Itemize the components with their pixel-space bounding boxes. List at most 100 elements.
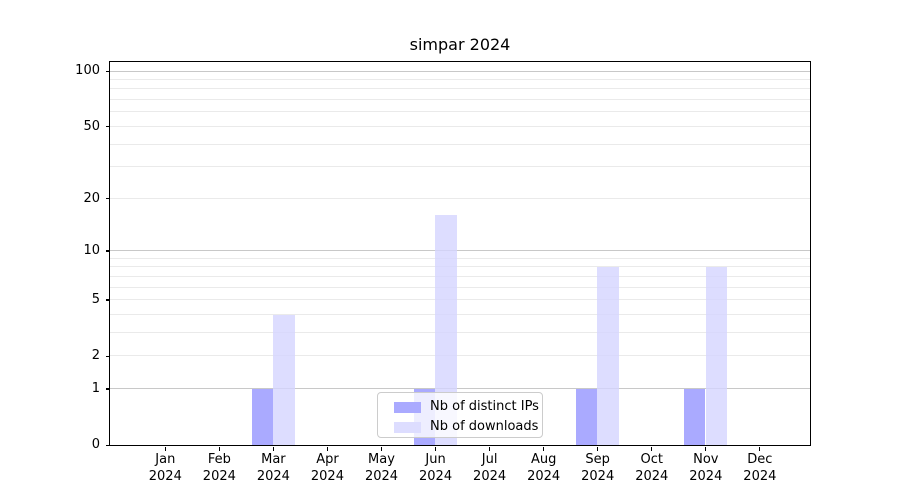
gridline-minor xyxy=(110,332,810,334)
x-tick-label: Nov 2024 xyxy=(671,451,741,485)
x-tick-mark xyxy=(488,446,491,452)
x-tick-label: Jun 2024 xyxy=(401,451,471,485)
gridline-minor xyxy=(110,286,810,288)
year-label: 2024 xyxy=(743,469,777,484)
x-tick-label: Mar 2024 xyxy=(238,451,308,485)
month-label: Sep xyxy=(585,452,610,467)
legend-item-nb-of-distinct-ips: Nb of distinct IPs xyxy=(378,397,542,417)
year-label: 2024 xyxy=(473,469,507,484)
x-tick-mark xyxy=(651,446,653,452)
legend: Nb of distinct IPs Nb of downloads xyxy=(377,392,543,438)
month-label: Jul xyxy=(481,452,498,467)
x-tick-label: Oct 2024 xyxy=(617,451,687,485)
gridline-minor xyxy=(110,125,810,127)
y-tick-label: 100 xyxy=(75,63,100,79)
year-label: 2024 xyxy=(148,469,182,484)
gridline-minor xyxy=(110,266,810,268)
y-tick-mark xyxy=(105,126,110,128)
chart-title: simpar 2024 xyxy=(409,35,511,54)
x-tick-mark xyxy=(380,446,383,452)
bar-nb-of-distinct-ips-sep xyxy=(575,388,598,445)
gridline-minor xyxy=(110,111,810,113)
x-tick-mark xyxy=(597,446,599,452)
y-tick-label: 20 xyxy=(83,190,100,206)
y-tick-mark xyxy=(105,70,110,73)
x-tick-mark xyxy=(272,446,275,452)
y-tick-label: 0 xyxy=(91,437,100,453)
bar-nb-of-downloads-sep xyxy=(597,266,619,445)
gridline-minor xyxy=(110,166,810,168)
legend-label: Nb of downloads xyxy=(430,419,539,434)
legend-label: Nb of distinct IPs xyxy=(430,399,539,414)
legend-swatch xyxy=(394,421,421,433)
gridline-major xyxy=(110,388,810,390)
gridline-minor xyxy=(110,355,810,357)
y-tick-label: 10 xyxy=(83,243,100,259)
x-tick-mark xyxy=(164,446,166,452)
legend-item-nb-of-downloads: Nb of downloads xyxy=(378,417,542,437)
x-tick-label: Aug 2024 xyxy=(509,451,579,485)
year-label: 2024 xyxy=(202,469,236,484)
month-label: Nov xyxy=(693,452,719,467)
year-label: 2024 xyxy=(310,469,344,484)
x-tick-label: Apr 2024 xyxy=(292,451,362,485)
month-label: Mar xyxy=(261,452,286,467)
plot-area xyxy=(109,61,811,446)
x-tick-mark xyxy=(543,446,545,452)
month-label: Jan xyxy=(155,452,176,467)
x-tick-mark xyxy=(705,446,707,452)
year-label: 2024 xyxy=(419,469,453,484)
y-tick-mark xyxy=(105,355,110,357)
gridline-major xyxy=(110,250,810,252)
y-tick-mark xyxy=(105,444,110,446)
x-tick-mark xyxy=(326,446,329,452)
month-label: Apr xyxy=(316,452,339,467)
bar-nb-of-downloads-nov xyxy=(705,266,728,445)
year-label: 2024 xyxy=(256,469,290,484)
x-tick-label: Feb 2024 xyxy=(184,451,254,485)
gridline-minor xyxy=(110,197,810,199)
y-tick-label: 5 xyxy=(91,292,100,308)
y-tick-mark xyxy=(105,388,110,390)
gridline-minor xyxy=(110,276,810,278)
x-tick-label: Sep 2024 xyxy=(563,451,633,485)
x-tick-label: Jan 2024 xyxy=(130,451,200,485)
month-label: Dec xyxy=(747,452,773,467)
y-tick-label: 2 xyxy=(91,348,100,364)
bar-nb-of-distinct-ips-nov xyxy=(683,388,706,445)
gridline-major xyxy=(110,70,810,72)
month-label: Feb xyxy=(207,452,231,467)
year-label: 2024 xyxy=(581,469,615,484)
x-tick-label: Dec 2024 xyxy=(725,451,795,485)
month-label: May xyxy=(368,452,395,467)
y-tick-mark xyxy=(105,299,110,301)
x-tick-mark xyxy=(759,446,761,452)
gridline-minor xyxy=(110,88,810,90)
year-label: 2024 xyxy=(364,469,399,484)
year-label: 2024 xyxy=(527,469,561,484)
y-tick-mark xyxy=(105,197,110,200)
x-tick-label: May 2024 xyxy=(347,451,417,485)
gridline-minor xyxy=(110,314,810,316)
month-label: Jun xyxy=(425,452,446,467)
gridline-minor xyxy=(110,79,810,81)
bar-nb-of-distinct-ips-mar xyxy=(251,388,274,445)
month-label: Aug xyxy=(530,452,557,467)
year-label: 2024 xyxy=(635,469,669,484)
x-tick-mark xyxy=(218,446,220,452)
month-label: Oct xyxy=(640,452,663,467)
bar-nb-of-downloads-mar xyxy=(273,314,295,445)
gridline-minor xyxy=(110,257,810,259)
gridline-minor xyxy=(110,299,810,301)
gridline-minor xyxy=(110,143,810,145)
y-tick-label: 50 xyxy=(83,118,100,134)
year-label: 2024 xyxy=(689,469,723,484)
legend-swatch xyxy=(394,401,421,413)
x-tick-label: Jul 2024 xyxy=(455,451,525,485)
y-tick-mark xyxy=(105,250,110,252)
bar-nb-of-downloads-jun xyxy=(435,215,457,445)
x-tick-mark xyxy=(434,446,437,452)
y-tick-label: 1 xyxy=(91,381,100,397)
gridline-minor xyxy=(110,99,810,101)
